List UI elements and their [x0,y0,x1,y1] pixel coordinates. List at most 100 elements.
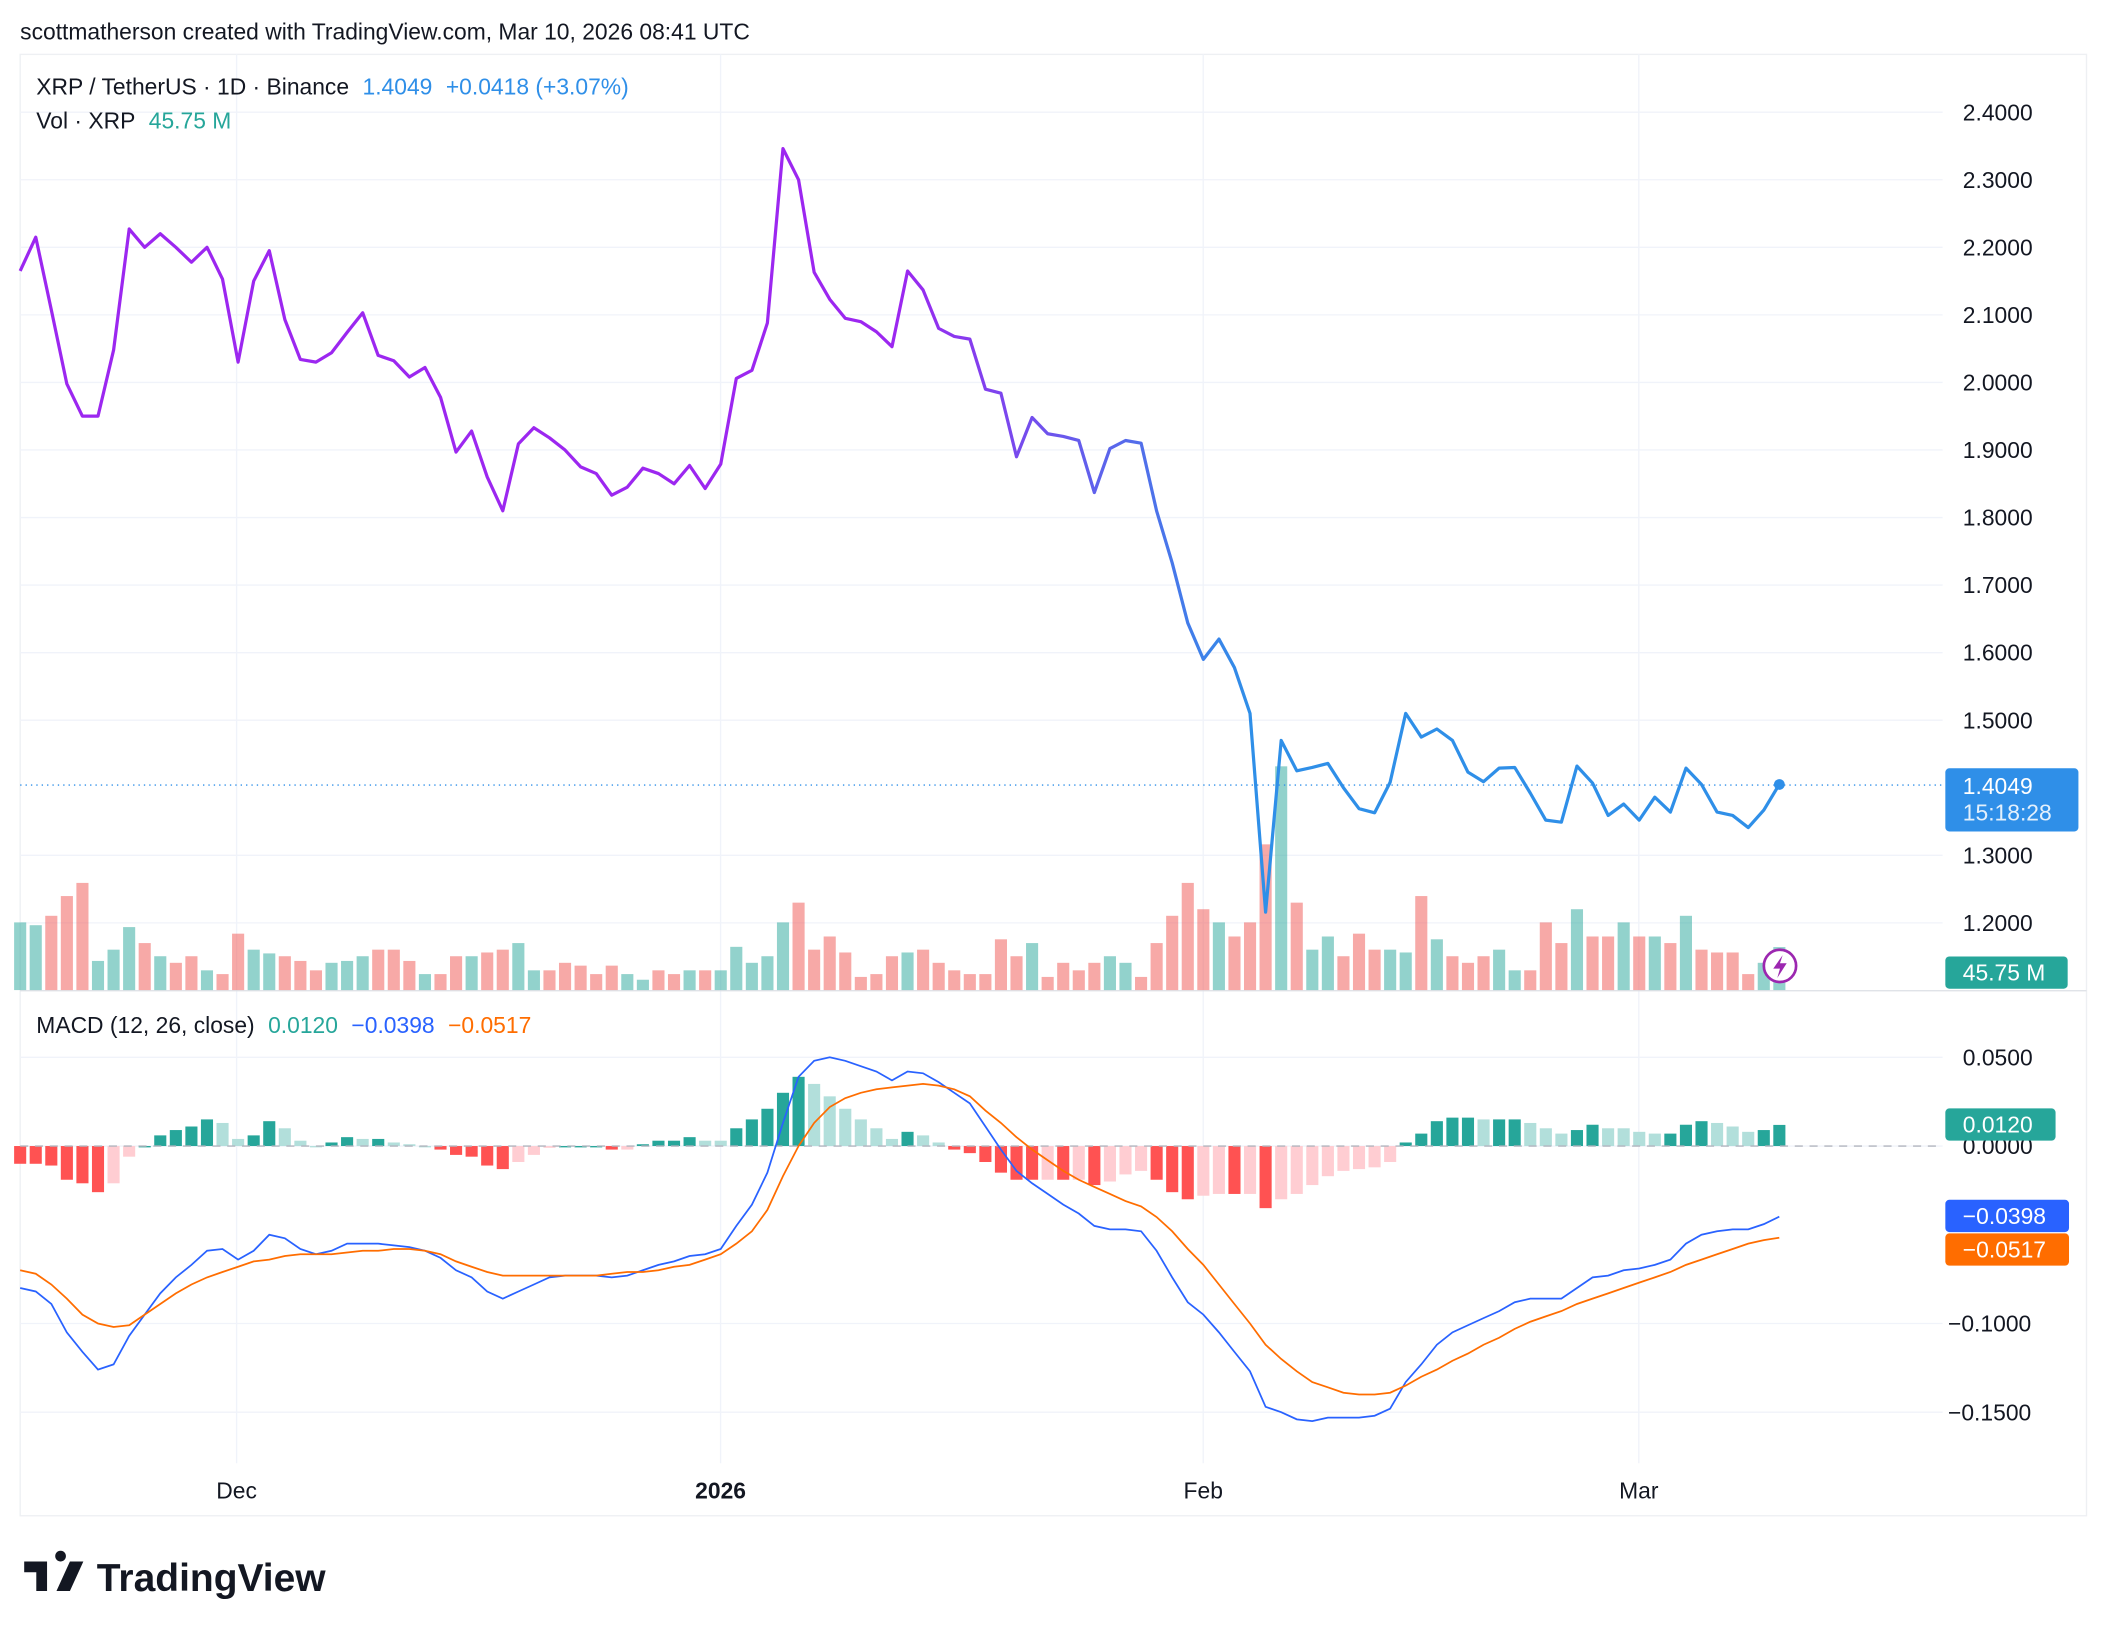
volume-bar [948,970,961,991]
histogram-bar [341,1137,354,1147]
volume-bar [823,936,836,991]
histogram-bar [1041,1146,1054,1180]
histogram-bar [1508,1119,1521,1147]
histogram-bar [185,1126,198,1147]
histogram-bar [278,1128,291,1147]
volume-bar [1352,933,1366,991]
histogram-bar [325,1142,338,1147]
histogram-bar [14,1146,27,1164]
histogram-bar [854,1119,867,1147]
volume-bar [216,974,229,991]
histogram-bar [232,1138,245,1147]
histogram-bar [1290,1146,1303,1194]
volume-bar [465,956,478,991]
histogram-bar [1384,1146,1397,1163]
histogram-bar [699,1140,712,1147]
histogram-bar [979,1146,992,1163]
histogram-bar [1679,1124,1692,1147]
histogram-bar [403,1144,416,1147]
volume-bar [590,974,603,991]
price-badge: 1.4049 15:18:28 [1945,768,2079,832]
volume-bar [917,949,930,991]
histogram-bar [434,1146,447,1150]
histogram-bar [154,1135,167,1147]
legend-volume[interactable]: Vol · XRP 45.75 M [36,107,231,133]
volume-bar [403,960,416,991]
volume-bar [901,952,914,991]
volume-bar [636,979,649,991]
histogram-bar [1150,1146,1163,1180]
histogram-bar [1259,1146,1272,1209]
histogram-bar [761,1108,774,1147]
signal-badge-value: −0.0517 [1963,1237,2046,1263]
volume-bar [387,949,400,991]
price-axis-label: 2.1000 [1963,302,2033,328]
volume-bar [294,960,307,991]
legend-symbol[interactable]: XRP / TetherUS · 1D · Binance 1.4049 +0.04… [36,74,628,100]
hist-badge-value: 0.0120 [1963,1112,2033,1138]
legend-macd[interactable]: MACD (12, 26, close) 0.0120 −0.0398 −0.0517 [36,1012,531,1038]
histogram-bar [1321,1146,1334,1177]
volume-bar [1306,949,1319,991]
volume-bar [870,974,883,991]
histogram-bar [1197,1146,1210,1196]
histogram-bar [808,1083,821,1147]
last-price-dot [1773,779,1785,790]
macd-label: MACD (12, 26, close) [36,1012,254,1038]
volume-bar [1166,915,1179,991]
volume-bar [434,974,447,991]
volume-bar [496,949,509,991]
countdown-text: 15:18:28 [1963,800,2052,826]
histogram-bar [1493,1119,1506,1147]
histogram-bar [1773,1124,1786,1147]
price-badge-value: 1.4049 [1963,773,2033,799]
histogram-bar [823,1096,836,1147]
volume-bar [1181,882,1194,991]
volume-bar [1212,922,1225,991]
histogram-bar [1539,1128,1552,1147]
volume-bar [1524,970,1537,991]
histogram-bar [1726,1126,1739,1147]
volume-bars [14,766,1786,991]
volume-bar [247,949,260,991]
histogram-bar [574,1146,587,1148]
vol-value: 45.75 M [149,107,232,133]
tradingview-logo[interactable]: TradingView [24,1550,326,1600]
histogram-bar [1602,1128,1615,1147]
volume-bar [418,974,431,991]
histogram-bar [496,1146,509,1170]
histogram-bar [621,1146,634,1150]
volume-bar [1477,956,1490,991]
histogram-bar [1555,1133,1568,1147]
time-axis-label: Mar [1619,1477,1659,1503]
histogram-bar [309,1146,323,1148]
volume-bar [1072,970,1085,991]
lightning-button[interactable] [1762,948,1798,984]
histogram-bar [1166,1146,1179,1193]
price-line [18,147,1781,914]
histogram-bar [870,1128,883,1147]
tv-logo-icon [24,1550,84,1592]
histogram-bar [1072,1146,1085,1180]
volume-bar [1010,956,1023,991]
volume-bar [169,962,182,991]
volume-bar [1399,952,1412,991]
volume-bar [808,949,821,991]
volume-bar [1415,896,1428,991]
volume-bar [979,974,992,991]
macd-hist-value: 0.0120 [268,1012,338,1038]
histogram-bar [247,1135,260,1147]
volume-bar [963,974,976,991]
volume-bar [994,939,1008,991]
volume-bar [45,915,58,991]
time-axis-label: Dec [216,1477,257,1503]
volume-bar [1290,902,1303,991]
histogram-bar [216,1122,229,1147]
volume-bar [574,965,587,991]
volume-bar [1539,922,1552,991]
volume-bar [1726,952,1739,991]
histogram-bar [1742,1131,1755,1147]
histogram-bar [1648,1133,1661,1147]
histogram-bar [418,1146,431,1148]
macd-signal-value: −0.0517 [448,1012,531,1038]
